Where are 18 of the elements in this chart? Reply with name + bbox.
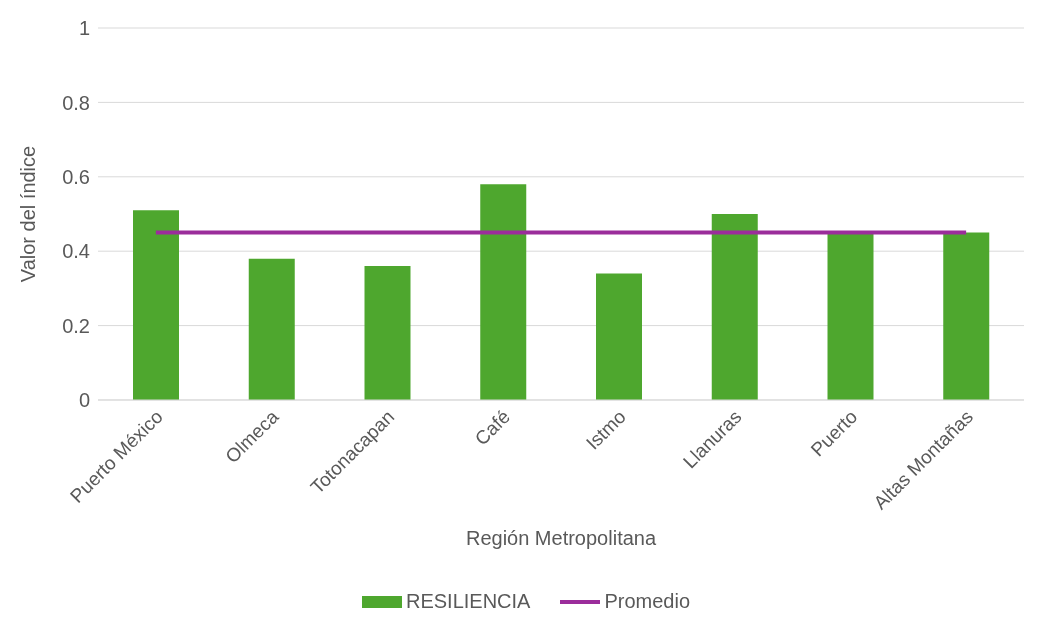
bar [364,266,411,400]
legend-label: Promedio [603,590,691,613]
y-tick-label: 0.8 [62,91,90,114]
legend-label: RESILIENCIA [404,590,531,613]
x-axis-title: Región Metropolitana [465,527,657,549]
y-tick-label: 0.6 [62,165,90,188]
bar [480,184,527,400]
bar [248,258,295,400]
bar [596,273,642,400]
bar [133,210,179,400]
y-tick-label: 1 [78,17,90,40]
y-tick-label: 0.2 [62,314,90,337]
y-axis-title: Valor del índice [17,145,40,283]
bar [943,232,990,400]
bar [827,232,874,400]
y-tick-label: 0.4 [62,240,90,263]
y-tick-label: 0 [78,389,90,412]
bar [711,214,758,400]
